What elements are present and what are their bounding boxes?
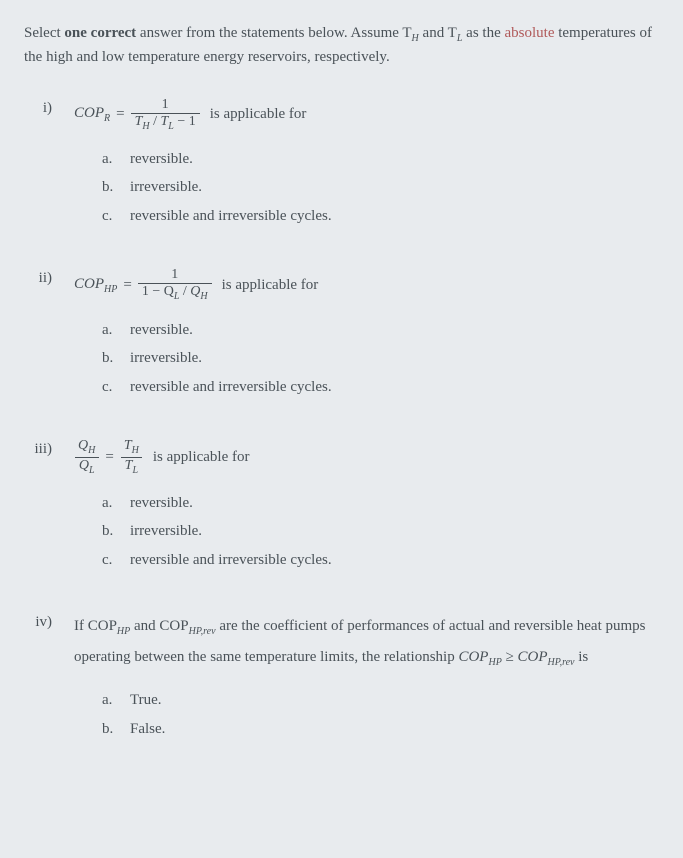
q2-opt-b[interactable]: b.irreversible. [102, 347, 659, 370]
q3-opt-c[interactable]: c.reversible and irreversible cycles. [102, 549, 659, 572]
q1-fraction: 1 TH / TL − 1 [131, 97, 200, 132]
q4-opt-a[interactable]: a.True. [102, 689, 659, 712]
q2-opt-a[interactable]: a.reversible. [102, 319, 659, 342]
q3-body: QH QL = TH TL is applicable for a.revers… [74, 438, 659, 593]
q2-fraction: 1 1 − QL / QH [138, 267, 212, 302]
intro-text-1: Select [24, 25, 64, 41]
q1-stem: COPR = 1 TH / TL − 1 is applicable for [74, 97, 659, 132]
q1-eq: = [116, 103, 124, 126]
q2-options: a.reversible. b.irreversible. c.reversib… [102, 319, 659, 399]
q2-stem: COPHP = 1 1 − QL / QH is applicable for [74, 267, 659, 302]
q1-lhs: COP [74, 105, 104, 121]
q2-opt-c[interactable]: c.reversible and irreversible cycles. [102, 376, 659, 399]
q1-lhs-sub: R [104, 113, 110, 124]
q2-equation: COPHP = 1 1 − QL / QH [74, 267, 212, 302]
q4-options: a.True. b.False. [102, 689, 659, 740]
q3-eq: = [105, 446, 113, 469]
q2-eq: = [123, 274, 131, 297]
q1-opt-a[interactable]: a.reversible. [102, 148, 659, 171]
q3-opt-a[interactable]: a.reversible. [102, 492, 659, 515]
q2-frac-num: 1 [167, 267, 182, 283]
q3-opt-b[interactable]: b.irreversible. [102, 520, 659, 543]
q3-number: iii) [24, 438, 52, 593]
intro-emph: one correct [64, 25, 136, 41]
question-1: i) COPR = 1 TH / TL − 1 is applicable fo… [24, 97, 659, 250]
question-3: iii) QH QL = TH TL is applicable for a.r… [24, 438, 659, 593]
intro-text-3: and T [419, 25, 457, 41]
q2-lhs: COP [74, 276, 104, 292]
q2-body: COPHP = 1 1 − QL / QH is applicable for … [74, 267, 659, 420]
q1-opt-c[interactable]: c.reversible and irreversible cycles. [102, 205, 659, 228]
q2-tail: is applicable for [222, 274, 319, 297]
q1-body: COPR = 1 TH / TL − 1 is applicable for a… [74, 97, 659, 250]
q4-body: If COPHP and COPHP,rev are the coefficie… [74, 611, 659, 762]
q3-frac-2: TH TL [120, 438, 143, 476]
intro-text-4: as the [462, 25, 504, 41]
q3-options: a.reversible. b.irreversible. c.reversib… [102, 492, 659, 572]
q1-frac-den: TH / TL − 1 [131, 113, 200, 132]
q4-stem: If COPHP and COPHP,rev are the coefficie… [74, 611, 659, 673]
q1-options: a.reversible. b.irreversible. c.reversib… [102, 148, 659, 228]
q3-stem: QH QL = TH TL is applicable for [74, 438, 659, 476]
q4-number: iv) [24, 611, 52, 762]
q1-tail: is applicable for [210, 103, 307, 126]
q3-frac-1: QH QL [74, 438, 99, 476]
instructions: Select one correct answer from the state… [24, 22, 659, 69]
q3-equation: QH QL = TH TL [74, 438, 143, 476]
q1-number: i) [24, 97, 52, 250]
q1-opt-b[interactable]: b.irreversible. [102, 176, 659, 199]
sub-h: H [412, 33, 419, 44]
intro-red: absolute [504, 25, 554, 41]
q2-lhs-sub: HP [104, 284, 117, 295]
q1-equation: COPR = 1 TH / TL − 1 [74, 97, 200, 132]
question-4: iv) If COPHP and COPHP,rev are the coeff… [24, 611, 659, 762]
q2-number: ii) [24, 267, 52, 420]
q3-tail: is applicable for [153, 446, 250, 469]
q1-frac-num: 1 [158, 97, 173, 113]
question-2: ii) COPHP = 1 1 − QL / QH is applicable … [24, 267, 659, 420]
q4-opt-b[interactable]: b.False. [102, 718, 659, 741]
q2-frac-den: 1 − QL / QH [138, 283, 212, 302]
intro-text-2: answer from the statements below. Assume… [136, 25, 411, 41]
